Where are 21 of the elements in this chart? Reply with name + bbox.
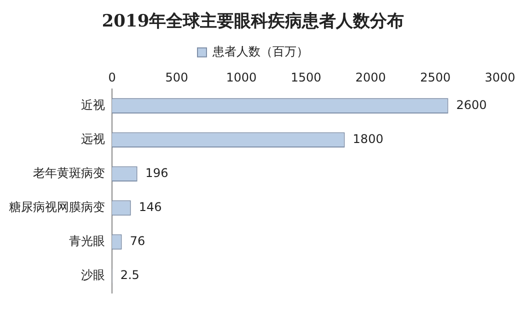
data-label: 2.5 [120,268,140,282]
y-tick-label: 沙眼 [81,268,105,282]
data-label: 146 [138,200,162,214]
y-tick-label: 老年黄斑病变 [33,166,105,180]
x-tick-label: 2000 [355,70,386,85]
y-tick-label: 青光眼 [69,234,105,248]
x-tick-label: 1000 [226,70,257,85]
data-label: 1800 [352,132,384,146]
chart-title: 2019年全球主要眼科疾病患者人数分布 [102,12,404,32]
data-label: 196 [145,166,168,180]
legend-label: 患者人数（百万） [212,44,308,59]
data-label: 2600 [456,98,487,112]
data-label: 76 [130,234,146,248]
y-tick-label: 糖尿病视网膜病变 [9,200,105,214]
x-tick-label: 3000 [484,70,516,85]
y-tick-label: 近视 [81,98,105,112]
x-tick-label: 1500 [290,70,322,85]
x-tick-label: 0 [108,70,116,85]
x-tick-label: 2500 [420,70,451,85]
x-tick-label: 500 [165,70,188,85]
y-tick-label: 远视 [81,132,105,146]
